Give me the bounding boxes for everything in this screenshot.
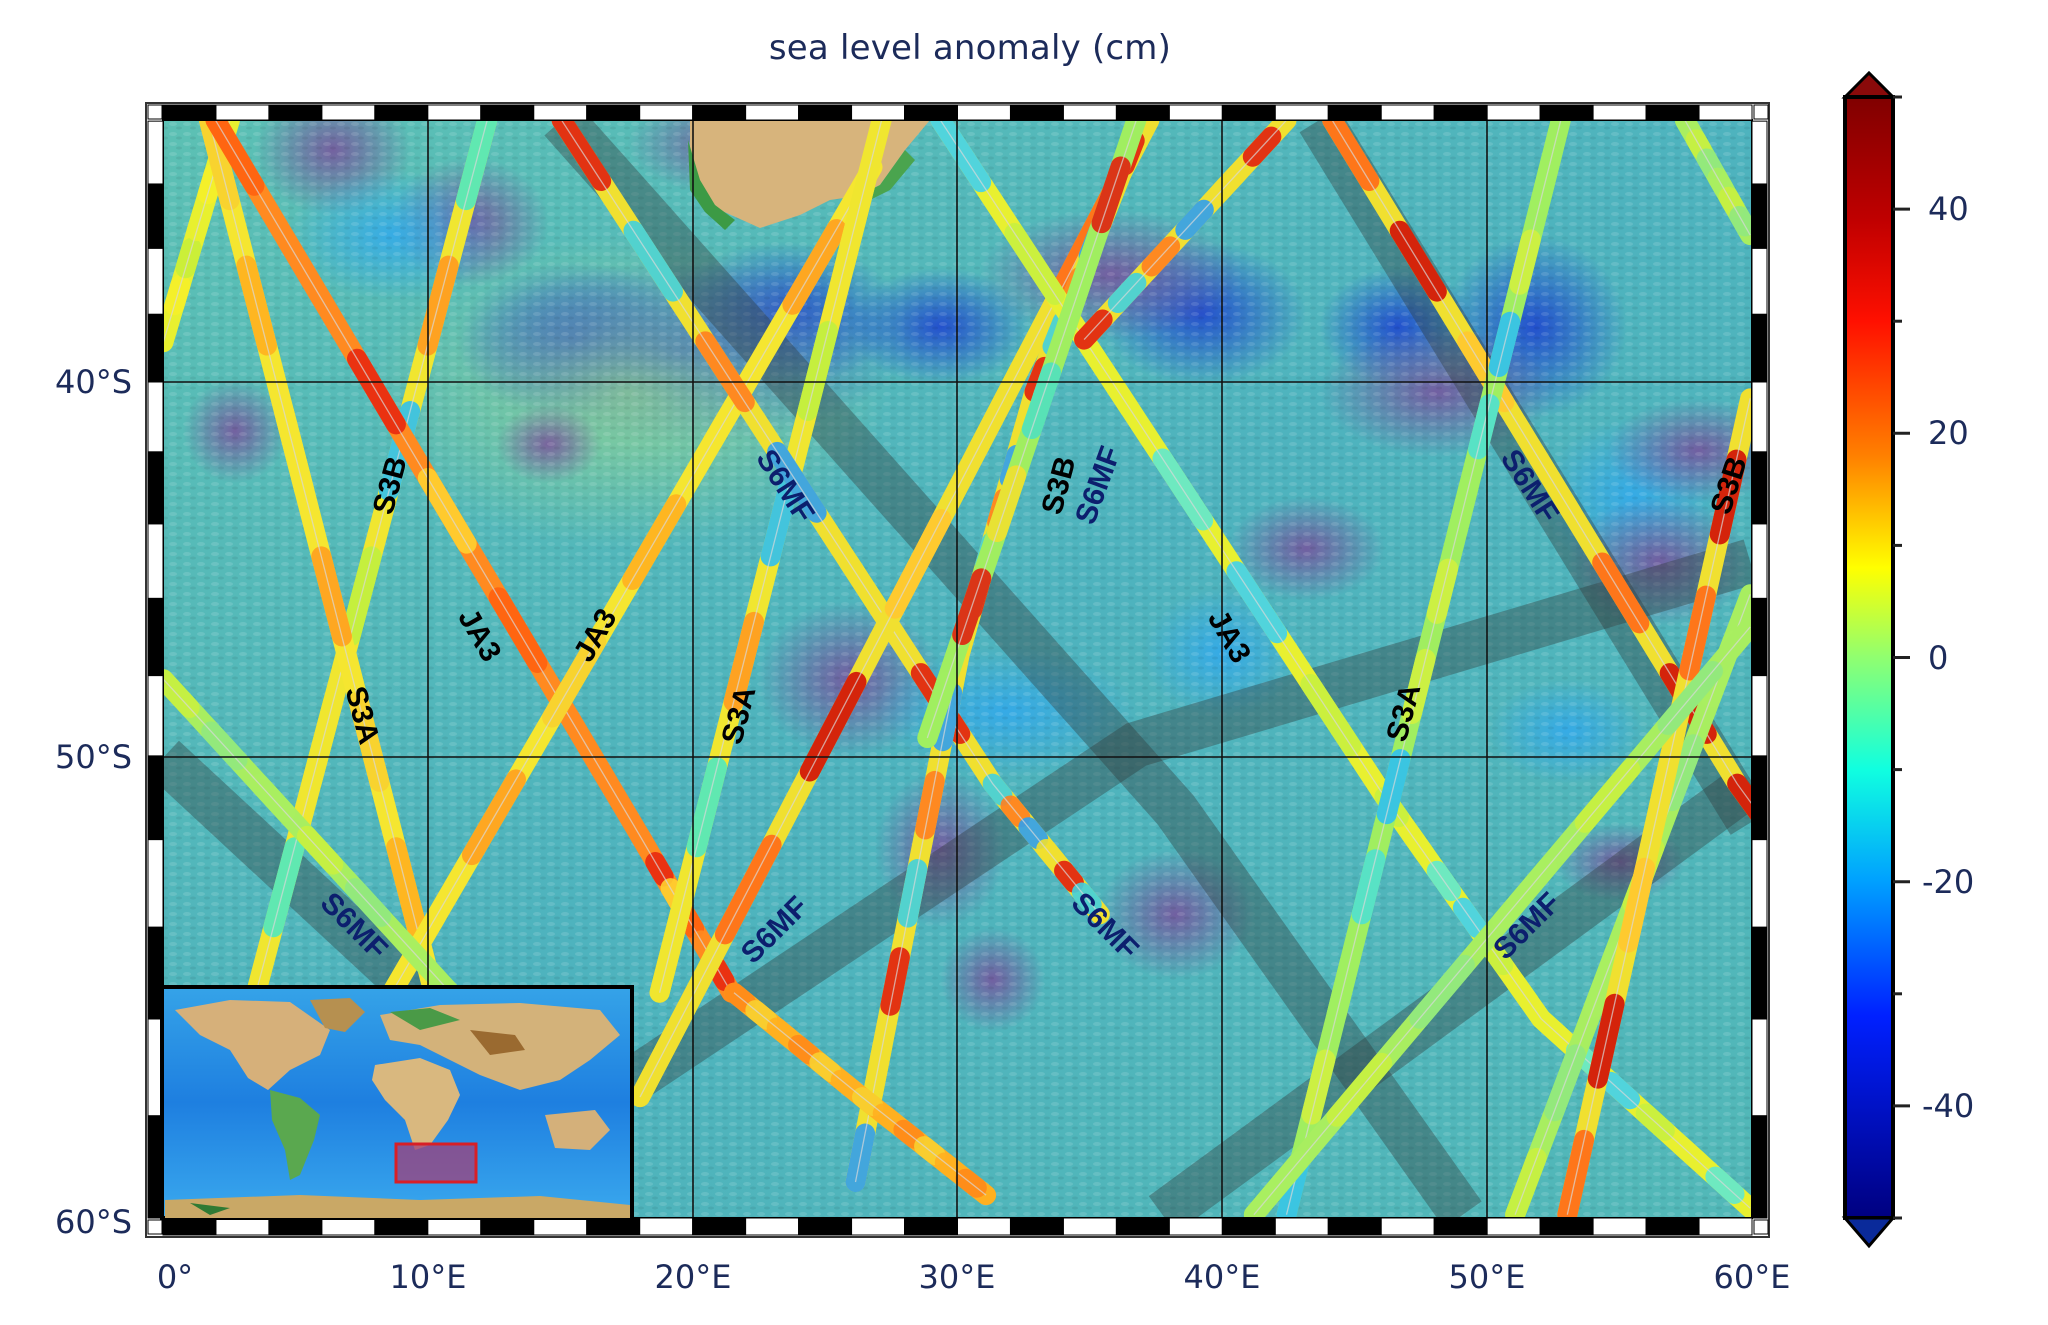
colorbar-max-arrow <box>1841 70 1897 99</box>
track-s3a <box>198 120 444 1003</box>
colorbar-min-arrow <box>1841 1216 1897 1249</box>
lon-label: 50°E <box>1448 1258 1526 1296</box>
lon-label: 30°E <box>918 1258 996 1296</box>
colorbar-tick-label: -20 <box>1922 862 1975 901</box>
track-s3b <box>246 120 498 1003</box>
track-ja3 <box>205 120 742 1003</box>
lon-label: 0° <box>156 1258 194 1296</box>
track-ja3 <box>724 982 997 1206</box>
lon-label: 60°E <box>1713 1258 1791 1296</box>
colorbar-bar <box>1843 95 1895 1220</box>
track-s6mf <box>930 120 1752 1218</box>
figure-title: sea level anomaly (cm) <box>768 28 1172 68</box>
inset-world-map <box>160 985 634 1220</box>
colorbar-tick-label: 40 <box>1928 190 1969 229</box>
lat-label: 40°S <box>54 363 132 401</box>
map-frame <box>145 102 1770 1238</box>
colorbar-tick-label: 20 <box>1928 414 1969 453</box>
lon-label: 10°E <box>389 1258 467 1296</box>
lat-label: 60°S <box>54 1203 132 1241</box>
track-s6mf <box>917 120 1147 748</box>
track-ja3 <box>1322 120 1752 822</box>
lon-label: 20°E <box>654 1258 732 1296</box>
ghost-swath <box>614 539 1752 1104</box>
track-s6mf <box>1243 616 1752 1218</box>
lat-label: 50°S <box>54 738 132 776</box>
track-s3b <box>1074 120 1297 350</box>
track-s6mf <box>163 669 461 1003</box>
track-s3b <box>1557 388 1752 1218</box>
colorbar-tick-label: 0 <box>1928 638 1949 677</box>
colorbar <box>1841 70 1910 1249</box>
track-s3a <box>649 120 892 1003</box>
track-ja3 <box>630 120 1160 1108</box>
lon-label: 40°E <box>1183 1258 1261 1296</box>
inset-region-highlight <box>394 1142 478 1184</box>
track-s3b <box>1674 120 1752 246</box>
colorbar-tick-label: -40 <box>1922 1086 1975 1125</box>
